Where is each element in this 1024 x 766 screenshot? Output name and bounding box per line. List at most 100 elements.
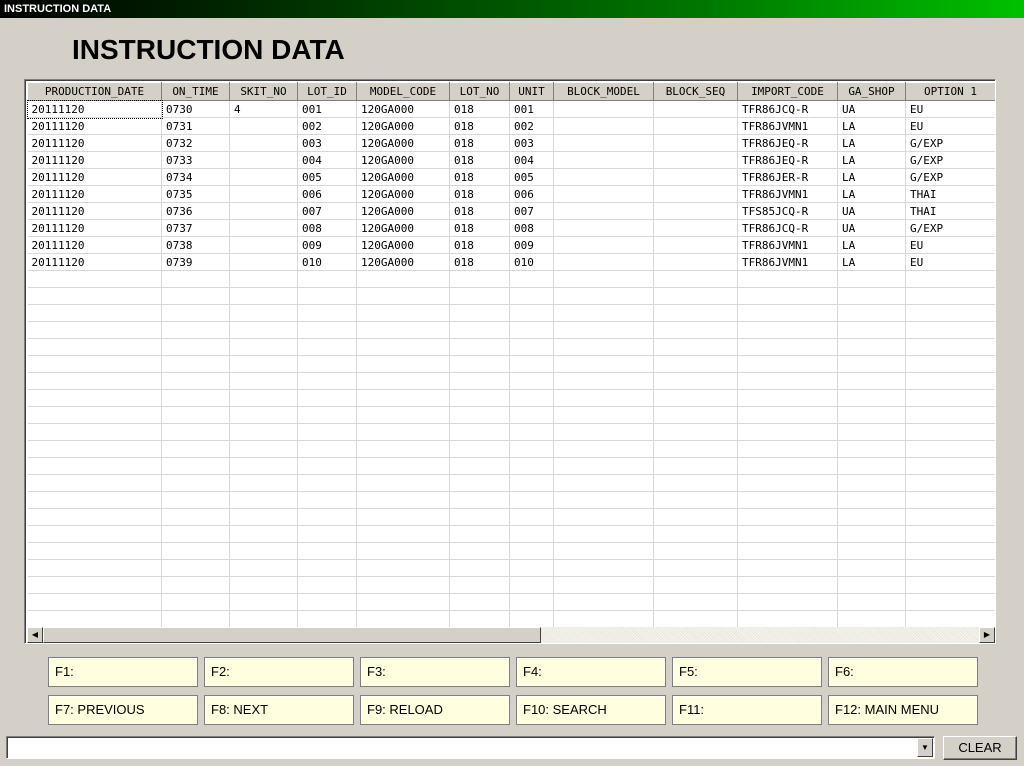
- table-cell[interactable]: 018: [449, 100, 510, 118]
- table-cell[interactable]: [161, 372, 230, 390]
- table-cell[interactable]: [837, 423, 906, 441]
- column-header[interactable]: BLOCK_MODEL: [553, 82, 654, 101]
- table-cell[interactable]: 006: [297, 185, 357, 203]
- table-cell[interactable]: UA: [837, 219, 906, 237]
- empty-row[interactable]: [27, 321, 995, 339]
- table-cell[interactable]: [356, 491, 450, 509]
- empty-row[interactable]: [27, 270, 995, 288]
- table-row[interactable]: 20111120 0730 4 001 120GA000 018 001 TFR86JCQ-R…: [27, 99, 995, 119]
- table-cell[interactable]: [905, 559, 995, 577]
- table-row[interactable]: 20111120 0734 005 120GA000 018 005 TFR86JER-R L…: [27, 168, 995, 186]
- table-cell[interactable]: [297, 525, 357, 543]
- table-cell[interactable]: [653, 542, 738, 560]
- table-cell[interactable]: [27, 355, 162, 373]
- table-cell[interactable]: [653, 338, 738, 356]
- table-cell[interactable]: [297, 406, 357, 424]
- table-cell[interactable]: [509, 440, 554, 458]
- table-cell[interactable]: [737, 525, 838, 543]
- table-cell[interactable]: [553, 338, 654, 356]
- table-cell[interactable]: [553, 287, 654, 305]
- empty-row[interactable]: [27, 304, 995, 322]
- table-cell[interactable]: [905, 474, 995, 492]
- table-cell[interactable]: G/EXP: [905, 134, 995, 152]
- table-cell[interactable]: [27, 610, 162, 627]
- table-cell[interactable]: [905, 338, 995, 356]
- table-cell[interactable]: [905, 406, 995, 424]
- command-combo[interactable]: ▼: [6, 736, 935, 759]
- table-cell[interactable]: 120GA000: [356, 253, 450, 271]
- table-cell[interactable]: [161, 491, 230, 509]
- table-cell[interactable]: [905, 576, 995, 594]
- table-cell[interactable]: [905, 440, 995, 458]
- table-cell[interactable]: [161, 559, 230, 577]
- table-cell[interactable]: 120GA000: [356, 202, 450, 220]
- table-row[interactable]: 20111120 0738 009 120GA000 018 009 TFR86JVMN1 L…: [27, 236, 995, 254]
- table-cell[interactable]: [905, 593, 995, 611]
- table-cell[interactable]: EU: [905, 117, 995, 135]
- empty-row[interactable]: [27, 542, 995, 560]
- table-cell[interactable]: [653, 202, 738, 220]
- table-cell[interactable]: [509, 389, 554, 407]
- table-cell[interactable]: [297, 440, 357, 458]
- function-key-4-button[interactable]: F4:: [516, 657, 666, 687]
- table-cell[interactable]: [553, 491, 654, 509]
- scroll-left-icon[interactable]: ◀: [27, 627, 43, 643]
- table-cell[interactable]: [449, 287, 510, 305]
- table-cell[interactable]: [737, 559, 838, 577]
- table-cell[interactable]: [653, 185, 738, 203]
- table-cell[interactable]: [449, 423, 510, 441]
- table-cell[interactable]: [737, 457, 838, 475]
- dropdown-arrow-icon[interactable]: ▼: [917, 738, 933, 757]
- table-cell[interactable]: [553, 270, 654, 288]
- table-row[interactable]: 20111120 0739 010 120GA000 018 010 TFR86JVMN1 L…: [27, 253, 995, 271]
- table-cell[interactable]: [509, 355, 554, 373]
- table-cell[interactable]: 003: [297, 134, 357, 152]
- table-cell[interactable]: EU: [905, 100, 995, 118]
- table-cell[interactable]: [553, 389, 654, 407]
- table-cell[interactable]: [229, 406, 298, 424]
- table-cell[interactable]: 001: [509, 100, 554, 118]
- table-cell[interactable]: [837, 321, 906, 339]
- table-cell[interactable]: [229, 287, 298, 305]
- table-cell[interactable]: 010: [509, 253, 554, 271]
- table-cell[interactable]: [737, 542, 838, 560]
- table-cell[interactable]: [553, 593, 654, 611]
- table-cell[interactable]: [837, 593, 906, 611]
- function-key-7-button[interactable]: F7: PREVIOUS: [48, 695, 198, 725]
- table-cell[interactable]: [161, 542, 230, 560]
- table-cell[interactable]: TFR86JVMN1: [737, 253, 838, 271]
- empty-row[interactable]: [27, 372, 995, 390]
- table-cell[interactable]: [509, 457, 554, 475]
- table-cell[interactable]: [229, 355, 298, 373]
- table-cell[interactable]: [553, 355, 654, 373]
- table-cell[interactable]: 120GA000: [356, 134, 450, 152]
- table-cell[interactable]: LA: [837, 236, 906, 254]
- table-cell[interactable]: [653, 287, 738, 305]
- table-cell[interactable]: [229, 253, 298, 271]
- function-key-6-button[interactable]: F6:: [828, 657, 978, 687]
- table-cell[interactable]: 004: [509, 151, 554, 169]
- table-cell[interactable]: [905, 508, 995, 526]
- table-cell[interactable]: [653, 270, 738, 288]
- table-cell[interactable]: [229, 151, 298, 169]
- table-row[interactable]: 20111120 0736 007 120GA000 018 007 TFS85JCQ-R U…: [27, 202, 995, 220]
- table-cell[interactable]: TFR86JVMN1: [737, 236, 838, 254]
- table-cell[interactable]: [553, 610, 654, 627]
- table-cell[interactable]: [297, 576, 357, 594]
- empty-row[interactable]: [27, 338, 995, 356]
- table-cell[interactable]: [229, 423, 298, 441]
- table-cell[interactable]: [297, 508, 357, 526]
- table-cell[interactable]: [449, 559, 510, 577]
- table-cell[interactable]: [229, 576, 298, 594]
- table-cell[interactable]: [653, 100, 738, 118]
- table-cell[interactable]: [449, 406, 510, 424]
- table-row[interactable]: 20111120 0733 004 120GA000 018 004 TFR86JEQ-R L…: [27, 151, 995, 169]
- table-cell[interactable]: [737, 321, 838, 339]
- table-cell[interactable]: 20111120: [27, 151, 162, 169]
- function-key-5-button[interactable]: F5:: [672, 657, 822, 687]
- table-cell[interactable]: [905, 491, 995, 509]
- table-cell[interactable]: LA: [837, 185, 906, 203]
- table-cell[interactable]: [737, 576, 838, 594]
- table-cell[interactable]: [229, 202, 298, 220]
- table-cell[interactable]: 20111120: [27, 185, 162, 203]
